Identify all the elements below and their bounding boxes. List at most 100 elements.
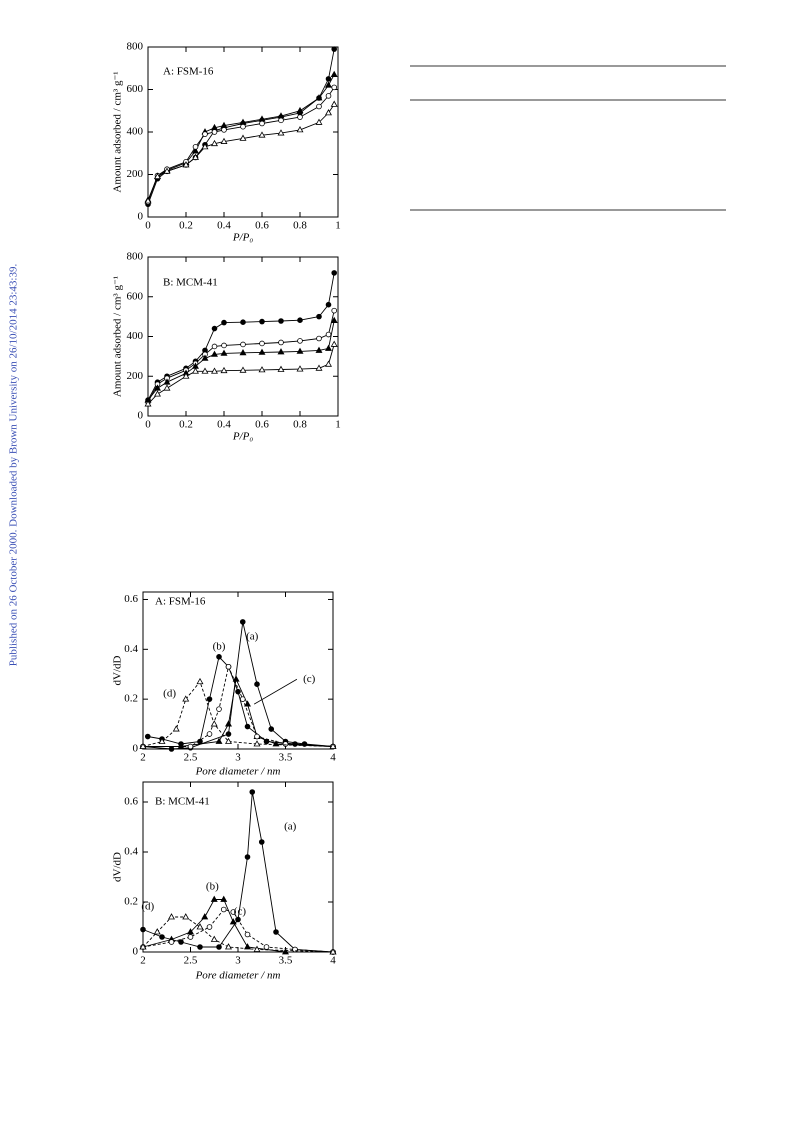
data-point [315, 118, 323, 125]
side-note: Published on 26 October 2000. Downloaded… [8, 264, 20, 667]
data-point [325, 301, 332, 308]
y-tick-label: 0.6 [124, 796, 138, 808]
data-point [254, 681, 260, 688]
data-point [196, 677, 204, 685]
y-tick-label: 200 [127, 370, 144, 382]
annotation: (d) [141, 901, 154, 913]
y-tick-label: 200 [127, 168, 144, 180]
data-point [220, 366, 228, 374]
data-point [296, 126, 304, 133]
data-point [244, 931, 251, 938]
data-point [216, 944, 222, 950]
data-point [325, 76, 332, 82]
series-line [142, 908, 334, 953]
data-point [229, 918, 237, 925]
y-tick-label: 0.4 [124, 846, 138, 858]
annotation: (b) [213, 640, 226, 652]
data-point [211, 325, 218, 332]
data-point [278, 339, 284, 346]
x-tick-label: 3.5 [279, 752, 293, 764]
x-tick-label: 0.4 [217, 419, 231, 431]
data-point [187, 934, 194, 940]
data-point [168, 746, 175, 752]
data-point [258, 366, 266, 373]
x-tick-label: 0.8 [293, 419, 307, 431]
data-point [154, 390, 161, 397]
data-point [139, 742, 147, 749]
annotation: (d) [163, 688, 176, 700]
x-tick-label: 4 [330, 955, 336, 967]
data-point [201, 913, 209, 920]
data-point [216, 653, 222, 660]
annotation: (c) [234, 906, 247, 918]
data-point [278, 318, 284, 324]
y-tick-label: 600 [127, 83, 144, 95]
x-axis-label: Pore diameter / nm [195, 970, 281, 982]
data-point [316, 335, 322, 342]
data-point [144, 197, 152, 204]
data-point [263, 944, 270, 950]
data-point [211, 129, 218, 135]
data-point [258, 839, 265, 845]
data-point [159, 934, 165, 940]
chart-title: A: FSM-16 [163, 66, 214, 78]
x-tick-label: 1 [335, 220, 341, 232]
data-point [253, 945, 261, 952]
data-point [330, 340, 338, 347]
data-point [215, 737, 223, 744]
y-axis-label: dV/dD [112, 852, 124, 882]
data-point [325, 331, 332, 338]
series-line [142, 916, 334, 953]
data-point [239, 696, 246, 702]
data-point [225, 663, 232, 670]
data-point [202, 131, 208, 137]
data-point [211, 139, 218, 147]
data-point [210, 720, 218, 727]
data-point [196, 923, 204, 930]
data-point [232, 675, 240, 682]
data-point [330, 316, 338, 324]
data-point [325, 360, 332, 367]
data-point [278, 117, 284, 124]
data-point [221, 319, 227, 326]
data-point [240, 341, 246, 348]
x-tick-label: 0.6 [255, 419, 269, 431]
data-point [297, 317, 303, 324]
x-tick-label: 4 [330, 752, 336, 764]
data-point [168, 939, 175, 945]
y-tick-label: 400 [127, 330, 144, 342]
annotation: (b) [206, 881, 219, 893]
data-point [153, 928, 161, 935]
annotation: (c) [303, 673, 316, 685]
data-point [315, 364, 323, 371]
data-point [225, 943, 232, 950]
data-point [182, 161, 190, 168]
data-point [297, 338, 303, 344]
data-point [210, 935, 218, 942]
x-tick-label: 2 [140, 752, 146, 764]
data-point [249, 789, 256, 795]
data-point [225, 731, 232, 737]
data-point [244, 723, 251, 730]
data-point [211, 343, 218, 350]
data-point [192, 147, 199, 154]
x-tick-label: 0.2 [179, 220, 193, 232]
data-point [192, 153, 199, 160]
y-axis-label: Amount adsorbed / cm³ g⁻¹ [112, 276, 124, 397]
data-point [239, 134, 247, 141]
data-point [325, 109, 332, 116]
x-tick-label: 0 [145, 220, 151, 232]
data-point [277, 365, 285, 372]
data-point [277, 129, 285, 136]
data-point [211, 367, 218, 374]
data-point [254, 733, 260, 740]
x-tick-label: 2.5 [184, 752, 198, 764]
data-point [244, 700, 251, 707]
data-point [154, 172, 161, 180]
annotation: (a) [246, 630, 259, 642]
data-point [315, 346, 323, 353]
y-tick-label: 0 [133, 946, 139, 958]
data-point [296, 106, 304, 114]
data-point [240, 319, 246, 325]
data-point [331, 270, 338, 276]
